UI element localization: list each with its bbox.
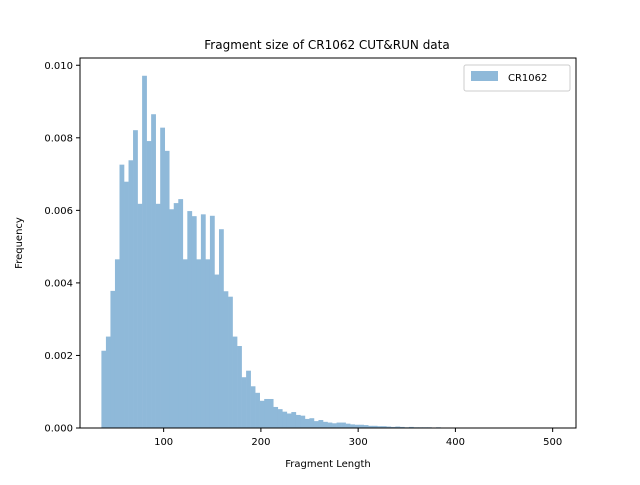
histogram-bar (214, 275, 219, 428)
histogram-bar (341, 423, 346, 428)
histogram-bar (237, 346, 242, 428)
histogram-bar (332, 423, 337, 428)
x-tick-label: 500 (543, 437, 562, 448)
legend-label: CR1062 (508, 73, 547, 84)
histogram-bar (309, 418, 314, 428)
y-tick-label: 0.006 (44, 206, 73, 217)
histogram-bar (129, 160, 134, 428)
histogram-bar (251, 386, 256, 428)
histogram-bar (187, 211, 192, 428)
histogram-bar (323, 422, 328, 428)
histogram-bar (183, 259, 188, 428)
histogram-bar (233, 337, 238, 428)
histogram-bar (138, 204, 143, 428)
histogram-bar (255, 393, 260, 428)
histogram-bar (133, 130, 138, 428)
histogram-bar (151, 114, 156, 428)
x-axis-label: Fragment Length (285, 459, 370, 470)
histogram-bar (210, 216, 215, 428)
histogram-bar (174, 203, 179, 428)
histogram-bar (291, 412, 296, 428)
histogram-bar (115, 259, 120, 428)
histogram-bar (337, 423, 342, 428)
histogram-bar (314, 421, 319, 428)
histogram-bar (242, 377, 247, 428)
histogram-bar (246, 371, 251, 428)
y-axis-ticks: 0.000 0.002 0.004 0.006 0.008 0.010 (44, 61, 80, 435)
histogram-bar (350, 424, 355, 428)
histogram-bar (201, 214, 206, 428)
histogram-bar (300, 416, 305, 428)
y-tick-label: 0.008 (44, 133, 73, 144)
x-tick-label: 400 (446, 437, 465, 448)
histogram-bar (328, 423, 333, 428)
histogram-bar (106, 337, 111, 428)
histogram-bar (165, 151, 170, 428)
histogram-bar (282, 412, 287, 428)
histogram-bar (205, 259, 210, 428)
x-tick-label: 300 (349, 437, 368, 448)
histogram-bar (156, 204, 161, 428)
histogram-bar (287, 413, 292, 428)
histogram-bar (296, 415, 301, 428)
histogram-bar (278, 409, 283, 428)
histogram-bar (219, 229, 224, 428)
y-tick-label: 0.002 (44, 351, 73, 362)
histogram-bar (224, 291, 229, 428)
histogram-bar (142, 76, 147, 428)
histogram-bar (318, 420, 323, 428)
x-tick-label: 200 (251, 437, 270, 448)
histogram-bar (269, 399, 274, 428)
histogram-bar (178, 199, 183, 428)
histogram-bar (101, 351, 106, 428)
x-tick-label: 100 (154, 437, 173, 448)
histogram-bars (101, 76, 558, 428)
histogram-bar (264, 399, 269, 428)
y-tick-label: 0.004 (44, 278, 73, 289)
x-axis-ticks: 100 200 300 400 500 (154, 428, 562, 448)
histogram-bar (119, 165, 124, 428)
y-tick-label: 0.010 (44, 61, 73, 72)
chart-title: Fragment size of CR1062 CUT&RUN data (204, 38, 449, 52)
histogram-bar (124, 182, 129, 428)
histogram-bar (196, 259, 201, 428)
histogram-bar (260, 401, 265, 428)
y-axis-label: Frequency (14, 217, 25, 269)
histogram-bar (305, 419, 310, 428)
histogram-bar (110, 291, 115, 428)
y-tick-label: 0.000 (44, 424, 73, 435)
legend: CR1062 (464, 65, 570, 91)
histogram-bar (147, 141, 152, 428)
histogram-bar (169, 209, 174, 428)
histogram-bar (160, 128, 165, 428)
histogram-bar (228, 297, 233, 428)
histogram-bar (346, 424, 351, 428)
histogram-bar (273, 407, 278, 428)
histogram-bar (192, 216, 197, 428)
legend-swatch (471, 71, 498, 81)
